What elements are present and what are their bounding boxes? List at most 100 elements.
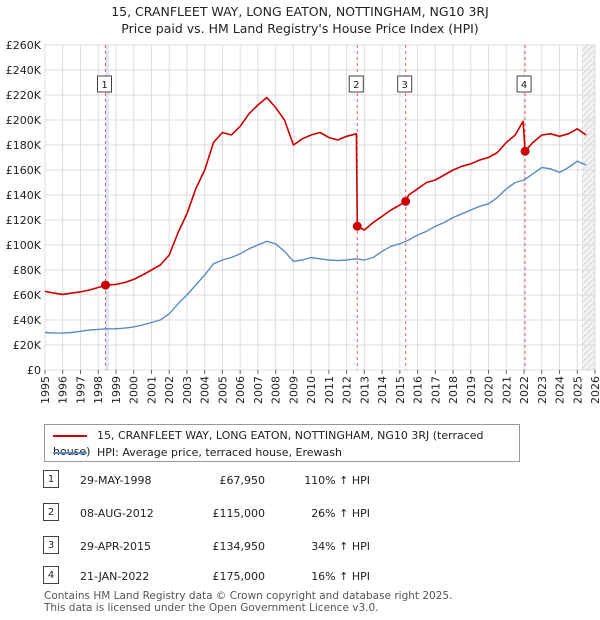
x-tick-label: 2004	[199, 376, 212, 404]
x-tick-label: 2003	[181, 376, 194, 404]
x-tick-label: 2024	[554, 376, 567, 404]
y-tick-label: £240K	[6, 64, 42, 77]
sale-band	[105, 45, 109, 370]
sale-date: 21-JAN-2022	[80, 570, 150, 583]
x-tick-label: 2015	[394, 376, 407, 404]
sale-date: 29-APR-2015	[80, 540, 152, 553]
y-tick-label: £20K	[13, 339, 42, 352]
x-tick-label: 2014	[376, 376, 389, 404]
forecast-hatch	[581, 343, 596, 358]
x-tick-label: 2025	[571, 376, 584, 404]
x-tick-label: 2012	[341, 376, 354, 404]
x-tick-label: 2023	[536, 376, 549, 404]
sale-hpi-change: 110% ↑ HPI	[304, 474, 370, 487]
x-tick-label: 2009	[287, 376, 300, 404]
forecast-hatch	[581, 145, 596, 160]
forecast-hatch	[581, 73, 596, 88]
legend-label-hpi: HPI: Average price, terraced house, Erew…	[97, 446, 342, 459]
y-tick-label: £160K	[6, 164, 42, 177]
sale-row: 2 08-AUG-2012 £115,000 26% ↑ HPI	[0, 503, 600, 527]
forecast-hatch	[581, 181, 596, 196]
x-tick-label: 2020	[483, 376, 496, 404]
forecast-hatch	[581, 103, 596, 118]
axis-layer: £0 £20K £40K £60K £80K £100K £120K £140K £160K £1…	[6, 39, 600, 404]
forecast-hatch	[581, 55, 596, 70]
forecast-hatch	[581, 187, 596, 202]
sale-row: 4 21-JAN-2022 £175,000 16% ↑ HPI	[0, 566, 600, 590]
y-tick-label: £80K	[13, 264, 42, 277]
sale-date: 08-AUG-2012	[80, 507, 154, 520]
x-tick-label: 2001	[145, 376, 158, 404]
forecast-hatch	[581, 151, 596, 166]
sale-badge-box	[97, 75, 112, 93]
forecast-hatch	[581, 253, 596, 268]
footer: Contains HM Land Registry data © Crown c…	[44, 590, 452, 614]
sale-points-layer	[101, 146, 530, 290]
forecast-hatch	[581, 79, 596, 94]
y-tick-label: £200K	[6, 114, 42, 127]
x-tick-label: 1995	[39, 376, 52, 404]
x-tick-label: 1996	[57, 376, 70, 404]
sale-badge-label: 2	[353, 80, 359, 91]
forecast-hatch	[581, 235, 596, 250]
forecast-hatch	[581, 61, 596, 76]
forecast-hatch	[581, 175, 596, 190]
sale-badge-layer: 1 2 3 4	[97, 75, 532, 93]
forecast-hatch	[581, 157, 596, 172]
forecast-hatch	[581, 259, 596, 274]
forecast-hatch	[581, 355, 596, 370]
sale-badge: 4	[43, 566, 59, 584]
y-tick-label: £260K	[6, 39, 42, 52]
title-line-2: Price paid vs. HM Land Registry's House …	[121, 21, 479, 36]
forecast-hatch	[581, 295, 596, 310]
forecast-hatch	[581, 44, 588, 52]
forecast-hatch	[581, 337, 596, 352]
x-tick-label: 2021	[500, 376, 513, 404]
sale-badge: 3	[43, 536, 59, 554]
forecast-hatch	[581, 199, 596, 214]
sale-badge-box	[348, 75, 364, 93]
forecast-hatch	[581, 49, 596, 64]
chart-title: 15, CRANFLEET WAY, LONG EATON, NOTTINGHA…	[0, 3, 600, 37]
x-tick-label: 2002	[163, 376, 176, 404]
forecast-hatch	[581, 169, 596, 184]
sale-badge: 1	[43, 470, 59, 488]
price-chart: 1 2 3 4 £0 £20K £40K £60K £80K £100K £120K £140K £1…	[6, 39, 600, 404]
forecast-hatch	[581, 109, 596, 124]
forecast-hatch	[581, 97, 596, 112]
property-price-line	[44, 96, 587, 296]
y-tick-label: £0	[27, 364, 41, 377]
legend-item-property: 15, CRANFLEET WAY, LONG EATON, NOTTINGHA…	[53, 428, 519, 458]
forecast-area	[581, 45, 595, 370]
forecast-hatch	[581, 44, 594, 58]
sale-price: £175,000	[212, 570, 266, 583]
hpi-line	[44, 160, 587, 334]
forecast-hatch	[581, 229, 596, 244]
x-tick-label: 2008	[270, 376, 283, 404]
forecast-hatch	[581, 277, 596, 292]
forecast-hatch	[581, 265, 596, 280]
sale-price: £134,950	[212, 540, 266, 553]
forecast-hatch	[581, 223, 596, 238]
legend: 15, CRANFLEET WAY, LONG EATON, NOTTINGHA…	[44, 424, 520, 462]
x-tick-label: 2005	[216, 376, 229, 404]
sale-row: 1 29-MAY-1998 £67,950 110% ↑ HPI	[0, 470, 600, 494]
forecast-hatch	[581, 319, 596, 334]
sale-band-layer	[105, 44, 596, 371]
sale-hpi-change: 16% ↑ HPI	[311, 570, 370, 583]
plot-area	[44, 44, 596, 371]
x-tick-label: 2026	[589, 376, 600, 404]
forecast-hatch	[581, 211, 596, 226]
x-tick-label: 2011	[323, 376, 336, 404]
forecast-hatch	[581, 247, 596, 262]
x-tick-label: 2019	[465, 376, 478, 404]
forecast-hatch	[581, 307, 596, 322]
y-tick-label: £220K	[6, 89, 42, 102]
x-tick-label: 1999	[110, 376, 123, 404]
legend-item-hpi: HPI: Average price, terraced house, Erew…	[53, 445, 342, 461]
forecast-hatch	[581, 139, 596, 154]
sale-point	[520, 146, 530, 156]
y-tick-label: £60K	[13, 289, 42, 302]
forecast-hatch	[581, 325, 596, 340]
footer-line-2: This data is licensed under the Open Gov…	[44, 602, 379, 614]
